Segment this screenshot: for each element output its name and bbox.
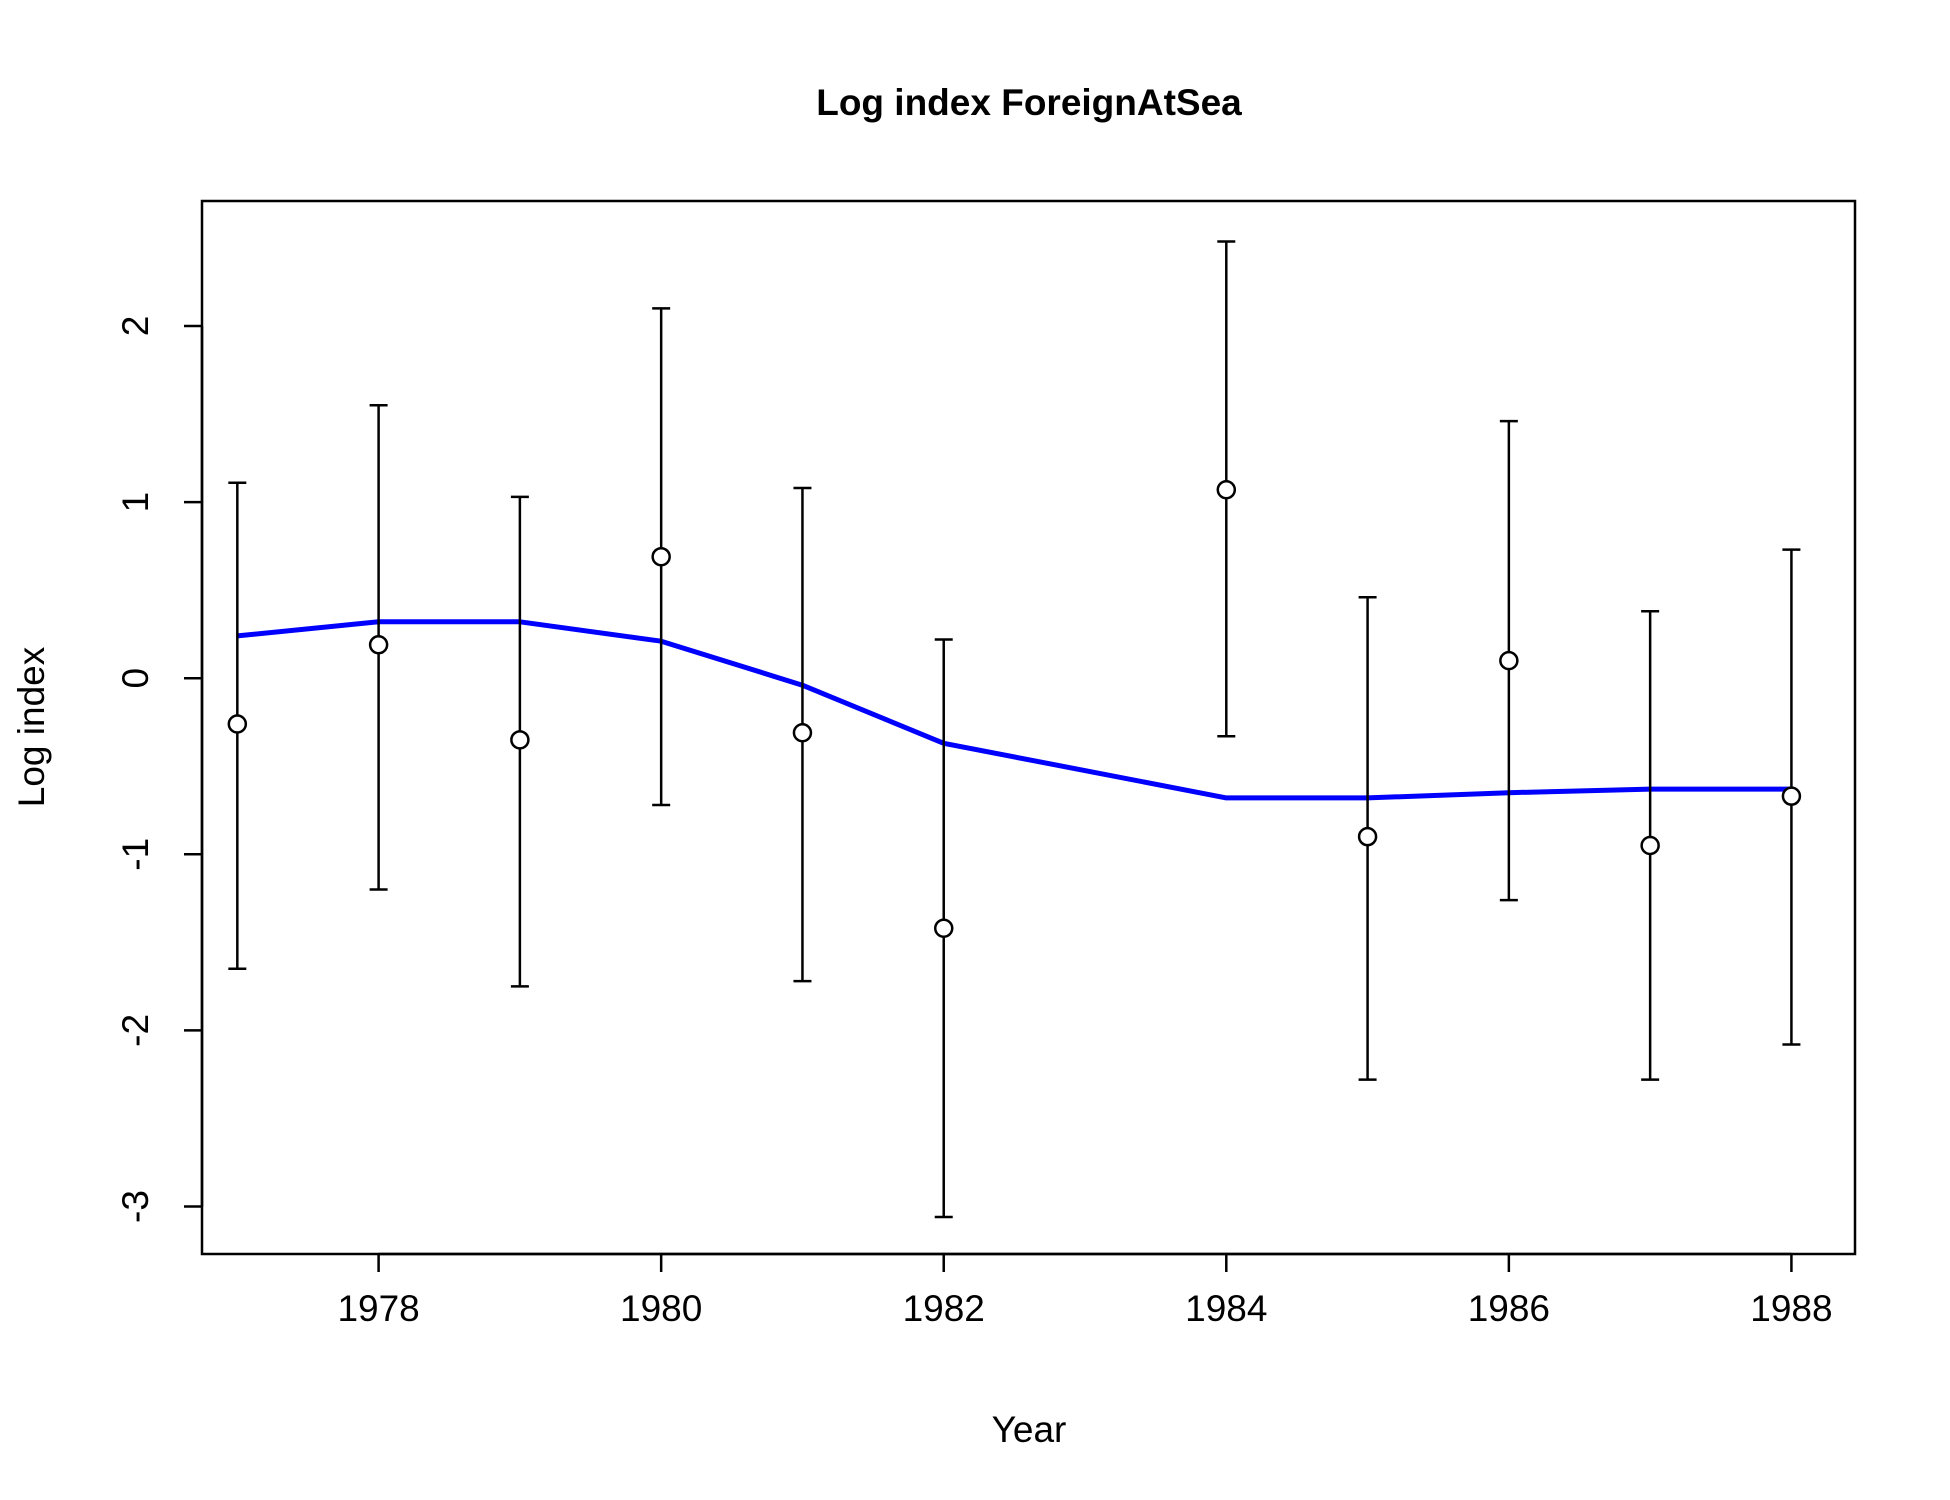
x-tick-label: 1988 [1750, 1288, 1832, 1329]
data-point [227, 714, 248, 734]
y-tick-label: -3 [115, 1190, 156, 1223]
data-point [1216, 480, 1237, 500]
observed-points-layer [227, 480, 1802, 938]
data-point [368, 634, 389, 655]
data-point [1640, 835, 1660, 856]
y-axis: -3 -2 -1 0 1 2 [115, 316, 204, 1223]
plot-frame [200, 199, 1857, 1256]
data-point [1781, 786, 1802, 806]
x-axis-label: Year [992, 1409, 1067, 1450]
y-tick-label: 2 [115, 316, 156, 337]
y-axis-label: Log index [11, 646, 52, 807]
x-tick-label: 1980 [620, 1288, 702, 1329]
x-axis: 1978 1980 1982 1984 1986 1988 [337, 1252, 1833, 1329]
x-tick-label: 1978 [337, 1288, 419, 1329]
data-point [1499, 650, 1519, 671]
data-point [510, 730, 530, 750]
fitted-line [237, 619, 1792, 801]
data-point [933, 918, 954, 938]
x-tick-label: 1982 [903, 1288, 985, 1329]
y-tick-label: 1 [115, 492, 156, 513]
chart-title: Log index ForeignAtSea [816, 82, 1242, 123]
data-point [1357, 826, 1378, 847]
x-tick-label: 1986 [1468, 1288, 1550, 1329]
y-tick-label: 0 [115, 668, 156, 689]
x-tick-label: 1984 [1185, 1288, 1267, 1329]
data-point [651, 546, 671, 567]
data-point [792, 723, 813, 743]
fitted-layer [237, 619, 1792, 801]
y-tick-label: -1 [115, 838, 156, 871]
y-tick-label: -2 [115, 1014, 156, 1047]
error-bars-layer [228, 240, 1801, 1219]
